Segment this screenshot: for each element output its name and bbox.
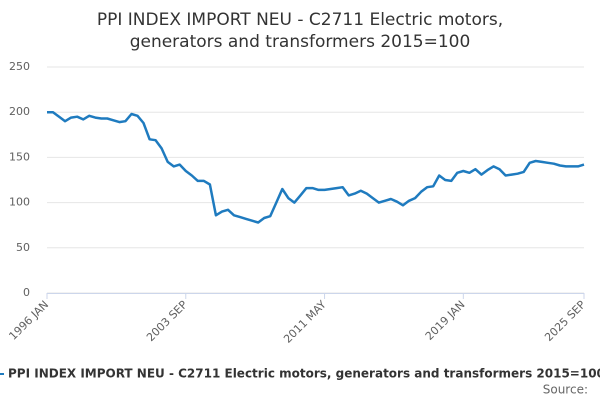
data-line bbox=[47, 110, 585, 224]
x-tick-label: 2011 MAY bbox=[281, 298, 329, 346]
y-tick-label: 0 bbox=[23, 286, 30, 299]
y-tick-label: 150 bbox=[9, 150, 30, 163]
source: Source: bbox=[543, 383, 588, 397]
y-tick-label: 50 bbox=[16, 241, 30, 254]
x-tick-label: 2019 JAN bbox=[423, 298, 468, 343]
x-tick-label: 1996 JAN bbox=[6, 298, 51, 343]
x-tick-label: 2025 SEP bbox=[542, 298, 588, 344]
y-tick-label: 100 bbox=[9, 196, 30, 209]
legend-label: PPI INDEX IMPORT NEU - C2711 Electric mo… bbox=[8, 367, 600, 381]
chart-title: PPI INDEX IMPORT NEU - C2711 Electric mo… bbox=[97, 10, 503, 30]
x-tick-label: 2003 SEP bbox=[144, 298, 190, 344]
y-tick-label: 250 bbox=[9, 60, 30, 73]
chart-title: generators and transformers 2015=100 bbox=[130, 32, 471, 52]
y-tick-label: 200 bbox=[9, 105, 30, 118]
